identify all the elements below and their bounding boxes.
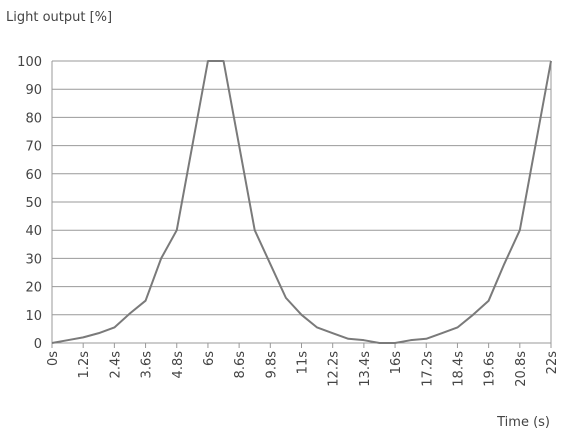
- x-tick-label: 19.6s: [483, 351, 498, 387]
- x-tick-label: 20.8s: [514, 351, 529, 387]
- y-tick-label: 80: [25, 111, 42, 126]
- y-tick-label: 30: [25, 252, 42, 267]
- data-line: [51, 60, 552, 344]
- y-tick-label: 70: [25, 140, 42, 155]
- y-tick-label: 20: [25, 281, 42, 296]
- y-tick-label: 0: [34, 337, 42, 352]
- x-tick-label: 16s: [389, 351, 404, 375]
- x-tick-label: 13.4s: [358, 351, 373, 387]
- x-axis-label: Time (s): [496, 415, 550, 430]
- y-tick-label: 100: [17, 55, 42, 70]
- x-tick-label: 3.6s: [140, 351, 155, 379]
- x-tick-label: 2.4s: [108, 351, 123, 379]
- x-tick-label: 8.6s: [233, 351, 248, 379]
- x-tick-label: 0s: [46, 351, 61, 366]
- x-tick-label: 12.2s: [327, 351, 342, 387]
- x-tick-label: 1.2s: [77, 351, 92, 379]
- y-tick-label: 90: [25, 83, 42, 98]
- y-tick-label: 10: [25, 309, 42, 324]
- chart-title: Light output [%]: [6, 10, 112, 25]
- x-tick-label: 6s: [202, 351, 217, 366]
- x-tick-label: 11s: [296, 351, 311, 375]
- x-tick-label: 17.2s: [420, 351, 435, 387]
- x-tick-label: 18.4s: [451, 351, 466, 387]
- y-tick-label: 60: [25, 168, 42, 183]
- x-tick-label: 4.8s: [171, 351, 186, 379]
- y-tick-label: 50: [25, 196, 42, 211]
- y-tick-label: 40: [25, 224, 42, 239]
- x-tick-label: 9.8s: [264, 351, 279, 379]
- x-tick-label: 22s: [545, 351, 560, 375]
